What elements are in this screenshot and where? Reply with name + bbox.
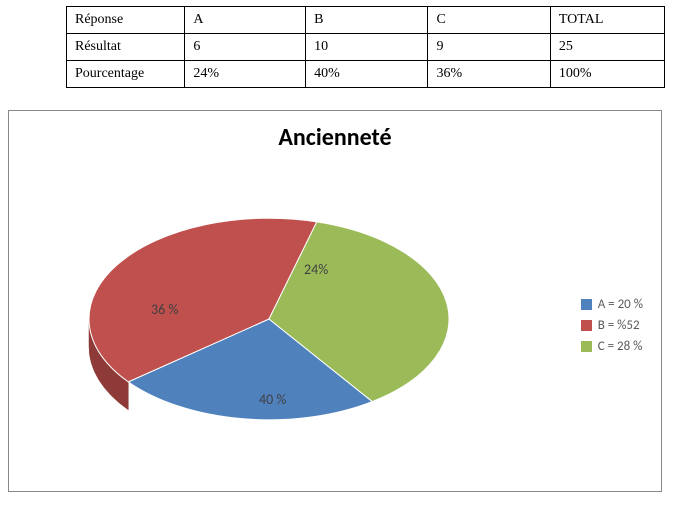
table-cell: Réponse <box>67 7 185 34</box>
legend-swatch-icon <box>581 299 592 310</box>
table-cell: A <box>185 7 306 34</box>
table-cell: 9 <box>428 34 550 61</box>
legend-item: C = 28 % <box>581 339 643 354</box>
pie-chart-panel: Ancienneté 24% 40 % 36 % A = 20 % B = %5… <box>8 110 662 492</box>
legend-item: B = %52 <box>581 318 643 333</box>
slice-label-b: 40 % <box>259 391 286 408</box>
table-cell: 36% <box>428 61 550 88</box>
table-row: Résultat 6 10 9 25 <box>67 34 665 61</box>
table-cell: Pourcentage <box>67 61 185 88</box>
table-row: Pourcentage 24% 40% 36% 100% <box>67 61 665 88</box>
table-cell: Résultat <box>67 34 185 61</box>
table-cell: 40% <box>306 61 428 88</box>
chart-legend: A = 20 % B = %52 C = 28 % <box>581 291 643 360</box>
legend-swatch-icon <box>581 341 592 352</box>
table-cell: 25 <box>550 34 664 61</box>
table-cell: 6 <box>185 34 306 61</box>
legend-text: A = 20 % <box>598 297 643 312</box>
table-cell: 10 <box>306 34 428 61</box>
pie-chart <box>69 179 469 479</box>
legend-text: C = 28 % <box>598 339 643 354</box>
slice-label-a: 24% <box>304 261 328 278</box>
results-table: Réponse A B C TOTAL Résultat 6 10 9 25 P… <box>66 6 665 88</box>
chart-title: Ancienneté <box>9 123 661 152</box>
legend-text: B = %52 <box>598 318 640 333</box>
table-cell: C <box>428 7 550 34</box>
slice-label-c: 36 % <box>151 301 178 318</box>
table-row: Réponse A B C TOTAL <box>67 7 665 34</box>
table-cell: B <box>306 7 428 34</box>
legend-item: A = 20 % <box>581 297 643 312</box>
legend-swatch-icon <box>581 320 592 331</box>
table-cell: 100% <box>550 61 664 88</box>
table-cell: 24% <box>185 61 306 88</box>
pie-svg <box>69 179 469 479</box>
table-cell: TOTAL <box>550 7 664 34</box>
